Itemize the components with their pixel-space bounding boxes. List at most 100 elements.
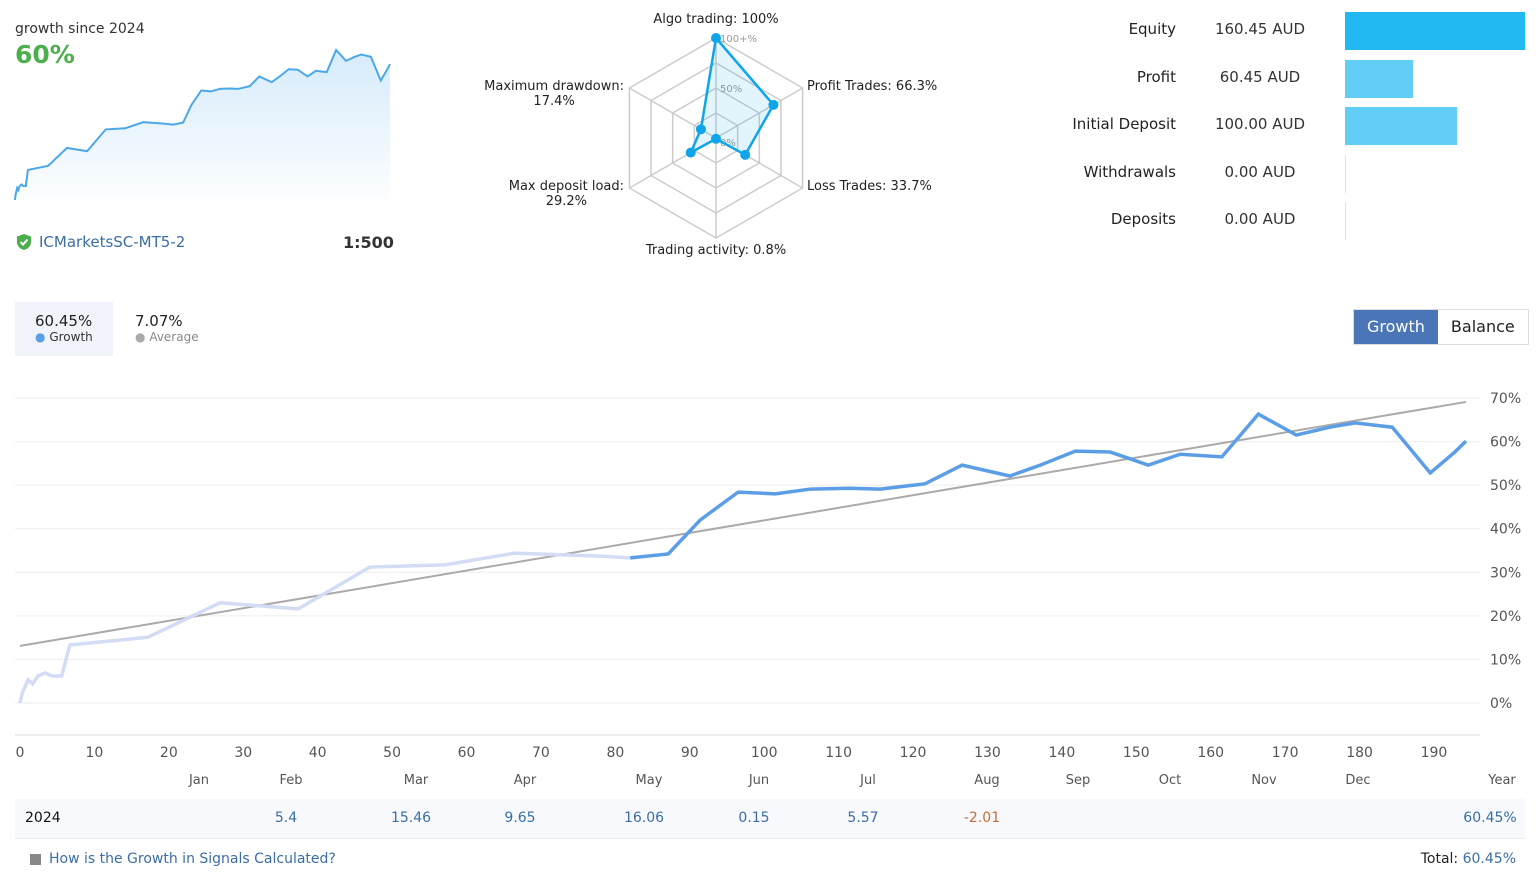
leverage: 1:500 [343,233,394,252]
chart-tabs: Growth Balance [1353,309,1529,345]
month-value: 16.06 [623,810,665,826]
financial-value: 0.00 AUD [1224,210,1296,228]
month-header: Year [1488,773,1516,788]
legend-growth[interactable]: 60.45% ● Growth [15,302,113,356]
financial-label: Deposits [1110,210,1176,228]
y-tick-label: 70% [1490,391,1521,407]
y-tick-label: 50% [1490,478,1521,494]
financial-value: 0.00 AUD [1224,162,1296,181]
financial-bar [1345,59,1413,98]
x-tick-label: 130 [974,745,1001,761]
radar-label-loss: Loss Trades: 33.7% [807,179,932,194]
spark-line [14,48,391,201]
average-trend-line [19,400,1467,647]
x-tick-label: 100 [751,745,778,761]
growth-value: 60% [15,40,75,69]
radar-ring-label: 50% [720,84,742,95]
financial-bar [1345,12,1525,50]
month-header: May [635,773,663,788]
radar-chart: 100+% 50% 0% [628,33,804,239]
radar-point [711,33,721,43]
financial-value: 60.45 AUD [1219,67,1301,86]
growth-line-faded [18,551,631,704]
radar-label-drawdown: Maximum drawdown: 17.4% [484,79,624,109]
x-tick-label: 110 [825,745,852,761]
total: Total: 60.45% [1420,851,1516,867]
mini-growth-chart [14,48,391,210]
x-tick-label: 10 [86,745,104,761]
month-header: Dec [1345,773,1371,788]
month-header: Aug [974,773,1000,788]
radar-label-activity: Trading activity: 0.8% [645,243,787,258]
month-header: Mar [403,773,429,788]
month-header: Feb [279,773,303,788]
x-tick-label: 170 [1272,745,1299,761]
x-tick-label: 60 [458,745,476,761]
financial-label: Equity [1128,20,1176,38]
x-tick-label: 150 [1123,745,1150,761]
month-header: Apr [513,773,537,788]
radar-area [688,35,775,157]
x-tick-label: 80 [606,745,624,761]
month-value: 0.15 [738,810,770,826]
growth-caption: growth since 2024 [15,21,145,37]
verified-shield-icon [17,234,31,250]
radar-point [695,124,706,135]
x-tick-label: 40 [309,745,327,761]
x-tick-label: 120 [900,745,927,761]
info-icon [30,853,41,865]
legend-average[interactable]: 7.07% ● Average [135,312,199,344]
x-tick-label: 90 [681,745,699,761]
broker-link[interactable]: ICMarketsSC-MT5-2 [15,233,185,251]
month-header: Sep [1065,773,1091,788]
growth-help-link[interactable]: How is the Growth in Signals Calculated? [30,851,336,867]
x-tick-label: 0 [16,745,25,761]
month-header: Jan [188,773,210,788]
month-header: Jun [748,773,770,788]
year-label: 2024 [25,810,61,826]
radar-spoke [715,87,803,139]
x-tick-label: 140 [1049,745,1076,761]
month-value: -2.01 [963,810,1001,826]
growth-chart: 0% 10% 20% 30% 40% 50% 60% 70% 0 10 20 30 40 50 60 70 80… [15,391,1521,761]
y-tick-label: 60% [1490,435,1521,451]
radar-point [685,147,696,158]
y-tick-label: 40% [1490,522,1521,538]
spark-area [15,50,390,210]
y-tick-label: 30% [1490,565,1521,581]
financial-label: Profit [1136,67,1176,86]
financial-value: 160.45 AUD [1214,20,1306,38]
x-tick-label: 70 [532,745,550,761]
radar-point [768,99,779,110]
radar-ring-label: 0% [720,138,736,149]
month-value: 5.57 [847,810,879,826]
month-value: 60.45% [1463,810,1517,826]
tab-balance[interactable]: Balance [1437,310,1528,344]
x-tick-label: 180 [1346,745,1373,761]
y-tick-label: 10% [1490,652,1521,668]
month-header: Nov [1251,773,1277,788]
broker-name: ICMarketsSC-MT5-2 [39,233,186,251]
growth-line [630,411,1468,560]
financial-label: Withdrawals [1083,162,1176,181]
month-header: Jul [860,773,876,788]
financial-value: 100.00 AUD [1214,115,1306,133]
financial-bar [1345,107,1458,145]
financial-label: Initial Deposit [1072,115,1176,133]
radar-point [740,149,751,160]
radar-point [711,133,721,144]
year-row [15,799,1525,839]
financial-bar [1345,202,1346,240]
month-value: 15.46 [390,810,432,826]
month-header: Oct [1158,773,1182,788]
tab-growth[interactable]: Growth [1354,310,1438,344]
month-value: 9.65 [504,810,536,826]
financial-bar [1345,154,1346,193]
radar-ring-label: 100+% [720,34,757,45]
radar-label-profit: Profit Trades: 66.3% [807,79,938,94]
y-tick-label: 20% [1490,609,1521,625]
radar-label-deposit-load: Max deposit load: 29.2% [508,179,624,209]
x-tick-label: 50 [383,745,401,761]
month-value: 5.4 [274,810,298,826]
y-tick-label: 0% [1490,696,1512,712]
